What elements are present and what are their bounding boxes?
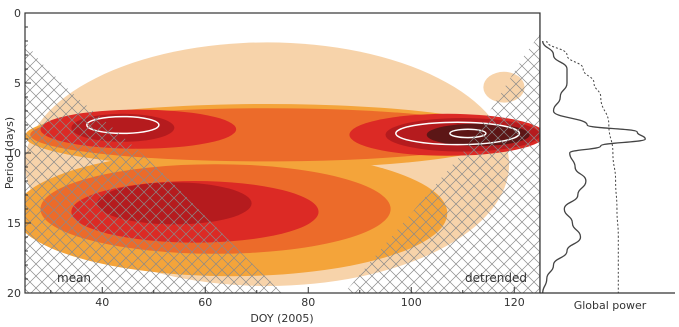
y-tick-label-10: 10	[7, 147, 21, 160]
x-tick-label-40: 40	[95, 296, 109, 309]
x-tick-label-100: 100	[401, 296, 422, 309]
wavelet-power-panel: mean detrended 40 60 80 100 120 0 5 10 15 20 DOY…	[3, 7, 541, 325]
global-power-panel: Global power	[539, 13, 675, 312]
cone-of-influence-hatch	[25, 13, 540, 293]
detrended-annotation: detrended	[465, 271, 527, 285]
global-power-axis-title: Global power	[574, 299, 647, 312]
y-tick-label-15: 15	[7, 217, 21, 230]
global-power-dashed-curve	[546, 40, 619, 293]
x-tick-label-80: 80	[301, 296, 315, 309]
global-power-solid-curve	[542, 40, 646, 293]
x-tick-label-60: 60	[198, 296, 212, 309]
x-axis: 40 60 80 100 120	[50, 287, 525, 309]
y-tick-label-20: 20	[7, 287, 21, 300]
global-power-curves	[542, 40, 646, 293]
y-tick-label-0: 0	[14, 7, 21, 20]
y-tick-label-5: 5	[14, 77, 21, 90]
y-axis: 0 5 10 15 20	[7, 7, 31, 300]
global-power-panel-background	[540, 13, 675, 293]
x-axis-title: DOY (2005)	[250, 312, 313, 325]
x-tick-label-120: 120	[504, 296, 525, 309]
mean-annotation: mean	[57, 271, 91, 285]
y-axis-title: Period (days)	[3, 117, 16, 189]
